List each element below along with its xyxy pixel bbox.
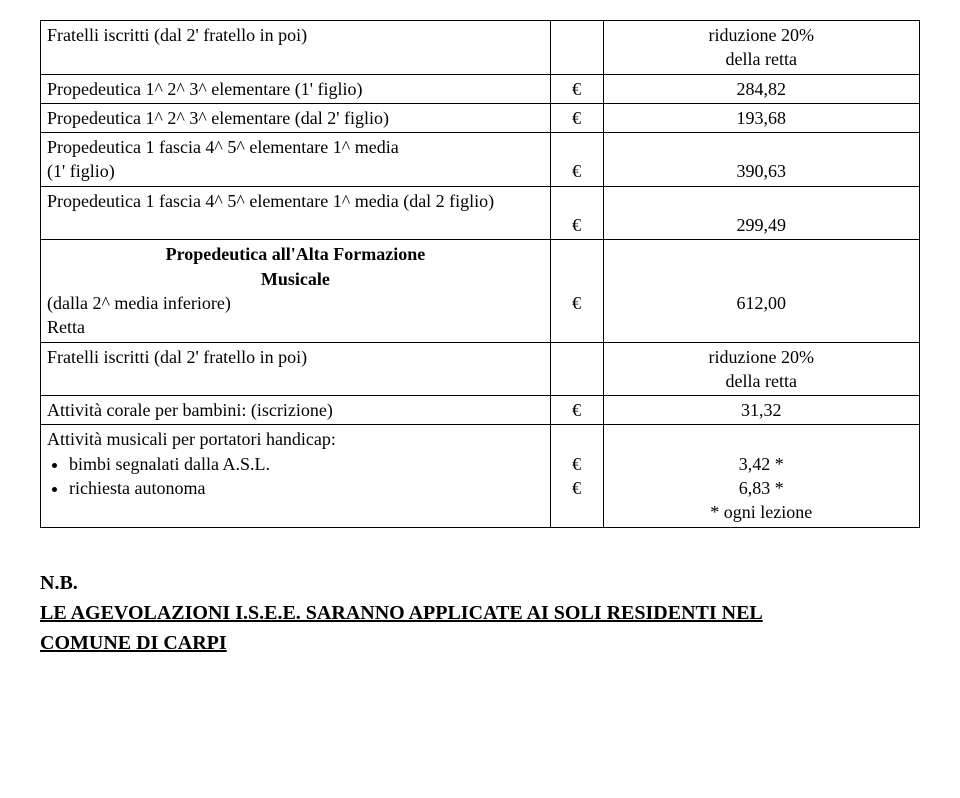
cell-value: 193,68: [603, 103, 919, 132]
cell-desc: Propedeutica all'Alta Formazione Musical…: [41, 240, 551, 342]
cell-symbol: [550, 21, 603, 75]
value-text: 299,49: [737, 215, 787, 235]
table-row: Attività musicali per portatori handicap…: [41, 425, 920, 527]
euro-symbol: €: [572, 478, 581, 498]
euro-symbol: €: [572, 79, 581, 99]
cell-desc: Attività corale per bambini: (iscrizione…: [41, 396, 551, 425]
value-text: 612,00: [737, 293, 787, 313]
bullet-item: bimbi segnalati dalla A.S.L.: [69, 452, 544, 476]
cell-symbol: €: [550, 240, 603, 342]
cell-desc: Propedeutica 1^ 2^ 3^ elementare (dal 2'…: [41, 103, 551, 132]
cell-symbol: €: [550, 74, 603, 103]
cell-value: 390,63: [603, 133, 919, 187]
table-row: Fratelli iscritti (dal 2' fratello in po…: [41, 342, 920, 396]
desc-title-line1: Propedeutica all'Alta Formazione: [166, 244, 426, 264]
cell-desc: Attività musicali per portatori handicap…: [41, 425, 551, 527]
value-text: 193,68: [737, 108, 787, 128]
bullet-text: richiesta autonoma: [69, 478, 205, 498]
cell-desc: Propedeutica 1 fascia 4^ 5^ elementare 1…: [41, 186, 551, 240]
value-text: 31,32: [741, 400, 782, 420]
cell-value: 284,82: [603, 74, 919, 103]
desc-title-line2: Musicale: [261, 269, 330, 289]
desc-text: Propedeutica 1^ 2^ 3^ elementare (dal 2'…: [47, 108, 389, 128]
value-text: 3,42 *: [739, 454, 784, 474]
footnote: N.B. LE AGEVOLAZIONI I.S.E.E. SARANNO AP…: [40, 568, 920, 658]
table-row: Propedeutica 1^ 2^ 3^ elementare (1' fig…: [41, 74, 920, 103]
footnote-nb: N.B.: [40, 568, 920, 598]
table-row: Propedeutica 1 fascia 4^ 5^ elementare 1…: [41, 186, 920, 240]
desc-text: Propedeutica 1 fascia 4^ 5^ elementare 1…: [47, 191, 494, 211]
euro-symbol: €: [572, 215, 581, 235]
cell-value: riduzione 20% della retta: [603, 342, 919, 396]
value-text: 284,82: [737, 79, 787, 99]
footnote-line2: COMUNE DI CARPI: [40, 632, 227, 654]
cell-desc: Propedeutica 1^ 2^ 3^ elementare (1' fig…: [41, 74, 551, 103]
cell-value: 3,42 * 6,83 * * ogni lezione: [603, 425, 919, 527]
cell-symbol: [550, 342, 603, 396]
table-row: Propedeutica 1 fascia 4^ 5^ elementare 1…: [41, 133, 920, 187]
table-row: Attività corale per bambini: (iscrizione…: [41, 396, 920, 425]
cell-symbol: €: [550, 133, 603, 187]
footnote-line1: LE AGEVOLAZIONI I.S.E.E. SARANNO APPLICA…: [40, 602, 763, 624]
desc-text: Fratelli iscritti (dal 2' fratello in po…: [47, 25, 307, 45]
cell-symbol: €: [550, 396, 603, 425]
fees-table: Fratelli iscritti (dal 2' fratello in po…: [40, 20, 920, 528]
cell-desc: Fratelli iscritti (dal 2' fratello in po…: [41, 342, 551, 396]
bullet-text: bimbi segnalati dalla A.S.L.: [69, 454, 270, 474]
desc-text: Fratelli iscritti (dal 2' fratello in po…: [47, 347, 307, 367]
euro-symbol: €: [572, 293, 581, 313]
cell-desc: Fratelli iscritti (dal 2' fratello in po…: [41, 21, 551, 75]
cell-value: 612,00: [603, 240, 919, 342]
bullet-item: richiesta autonoma: [69, 476, 544, 500]
value-text: riduzione 20% della retta: [709, 25, 814, 69]
cell-desc: Propedeutica 1 fascia 4^ 5^ elementare 1…: [41, 133, 551, 187]
cell-symbol: €: [550, 186, 603, 240]
euro-symbol: €: [572, 108, 581, 128]
cell-value: 299,49: [603, 186, 919, 240]
value-text: 390,63: [737, 161, 787, 181]
desc-text: Attività corale per bambini: (iscrizione…: [47, 400, 333, 420]
value-text: riduzione 20% della retta: [709, 347, 814, 391]
desc-sub2: Retta: [47, 317, 85, 337]
table-row: Propedeutica all'Alta Formazione Musical…: [41, 240, 920, 342]
euro-symbol: €: [572, 161, 581, 181]
euro-symbol: €: [572, 454, 581, 474]
cell-value: 31,32: [603, 396, 919, 425]
table-row: Fratelli iscritti (dal 2' fratello in po…: [41, 21, 920, 75]
desc-line1: Attività musicali per portatori handicap…: [47, 429, 336, 449]
euro-symbol: €: [572, 400, 581, 420]
cell-value: riduzione 20% della retta: [603, 21, 919, 75]
value-text: * ogni lezione: [710, 502, 812, 522]
value-text: 6,83 *: [739, 478, 784, 498]
cell-symbol: € €: [550, 425, 603, 527]
desc-sub1: (dalla 2^ media inferiore): [47, 293, 231, 313]
desc-text: Propedeutica 1 fascia 4^ 5^ elementare 1…: [47, 137, 399, 181]
cell-symbol: €: [550, 103, 603, 132]
desc-text: Propedeutica 1^ 2^ 3^ elementare (1' fig…: [47, 79, 362, 99]
table-row: Propedeutica 1^ 2^ 3^ elementare (dal 2'…: [41, 103, 920, 132]
